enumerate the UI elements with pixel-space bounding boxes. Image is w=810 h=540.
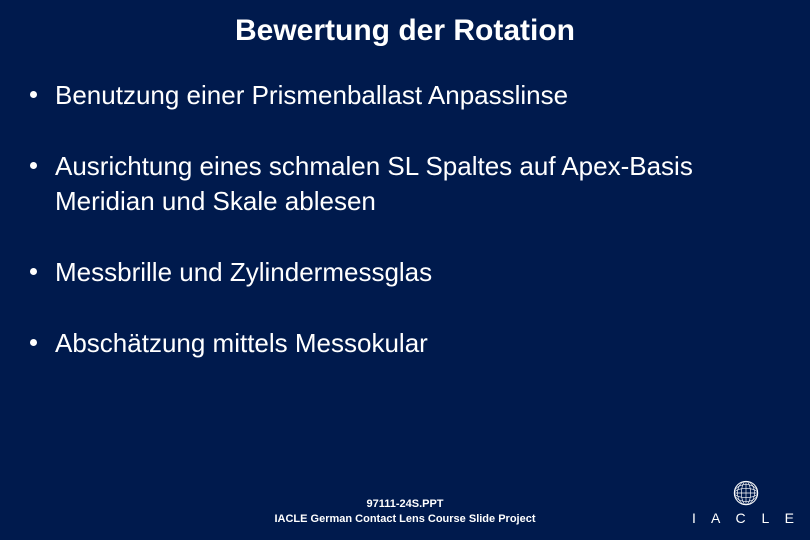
slide-content: Benutzung einer Prismenballast Anpasslin… [0,58,810,361]
bullet-dot-icon [30,91,37,98]
bullet-text: Benutzung einer Prismenballast Anpasslin… [55,78,780,113]
footer-line-1: 97111-24S.PPT [0,497,810,511]
bullet-text: Messbrille und Zylindermessglas [55,255,780,290]
bullet-item: Ausrichtung eines schmalen SL Spaltes au… [30,149,780,219]
slide-footer: 97111-24S.PPT IACLE German Contact Lens … [0,497,810,526]
bullet-item: Messbrille und Zylindermessglas [30,255,780,290]
globe-icon [733,480,759,506]
bullet-item: Benutzung einer Prismenballast Anpasslin… [30,78,780,113]
slide: Bewertung der Rotation Benutzung einer P… [0,0,810,540]
bullet-text: Abschätzung mittels Messokular [55,326,780,361]
bullet-dot-icon [30,162,37,169]
bullet-item: Abschätzung mittels Messokular [30,326,780,361]
footer-line-2: IACLE German Contact Lens Course Slide P… [0,512,810,526]
brand-block: I A C L E [692,480,800,526]
slide-title: Bewertung der Rotation [0,0,810,58]
bullet-dot-icon [30,268,37,275]
bullet-text: Ausrichtung eines schmalen SL Spaltes au… [55,149,780,219]
brand-text: I A C L E [692,510,800,526]
bullet-dot-icon [30,339,37,346]
